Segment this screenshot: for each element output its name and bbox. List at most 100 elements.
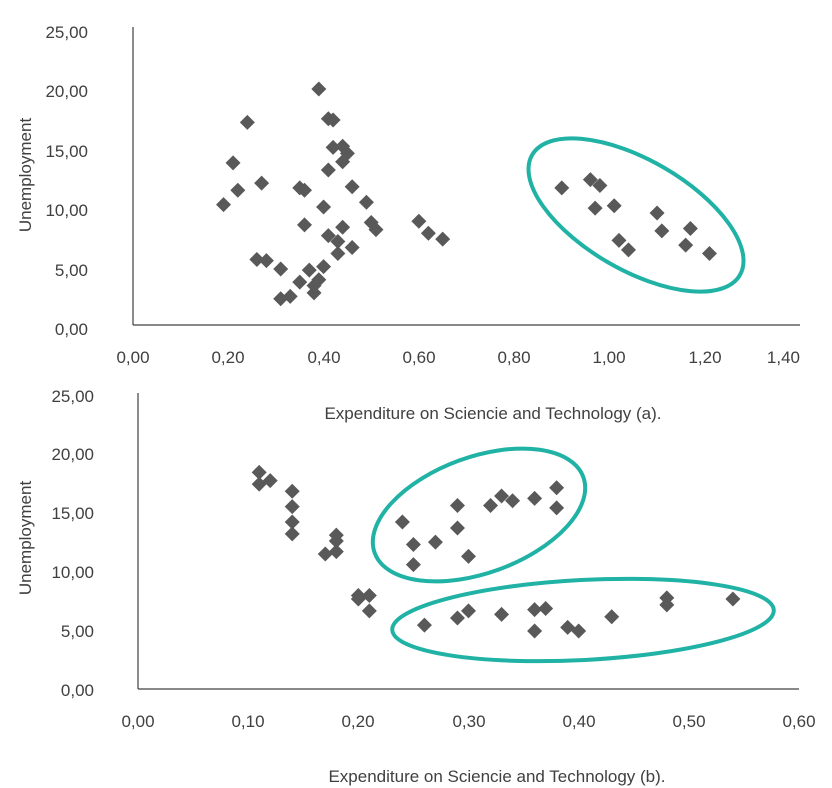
point-b: [251, 464, 267, 480]
point-a: [249, 251, 265, 267]
point-b: [361, 603, 377, 619]
x-tick-b-0: 0,00: [121, 712, 154, 731]
point-a: [368, 222, 384, 238]
point-b: [549, 500, 565, 516]
x-axis-title-b: Expenditure on Sciencie and Technology (…: [328, 767, 665, 786]
point-a: [225, 155, 241, 171]
point-a: [606, 198, 622, 214]
point-a: [339, 145, 355, 161]
y-tick-a-20: 20,00: [45, 82, 88, 101]
point-a: [254, 175, 270, 191]
x-tick-a-140: 1,40: [767, 348, 800, 367]
point-a: [344, 240, 360, 256]
point-a: [620, 242, 636, 258]
point-b: [317, 546, 333, 562]
point-a: [682, 220, 698, 236]
point-a: [292, 274, 308, 290]
point-b: [505, 493, 521, 509]
point-b: [405, 557, 421, 573]
point-a: [325, 139, 341, 155]
point-a: [582, 172, 598, 188]
y-tick-a-0: 0,00: [55, 320, 88, 339]
point-b: [262, 473, 278, 489]
y-tick-b-25: 25,00: [51, 387, 94, 406]
point-a: [330, 245, 346, 261]
point-a: [335, 219, 351, 235]
y-tick-b-20: 20,00: [51, 445, 94, 464]
point-a: [678, 237, 694, 253]
point-b: [284, 526, 300, 542]
point-b: [405, 537, 421, 553]
point-b: [284, 483, 300, 499]
point-b: [449, 497, 465, 513]
x-tick-a-0: 0,00: [116, 348, 149, 367]
point-b: [449, 520, 465, 536]
point-b: [538, 600, 554, 616]
point-a: [325, 112, 341, 128]
x-tick-b-010: 0,10: [231, 712, 264, 731]
point-b: [461, 603, 476, 619]
point-a: [282, 288, 298, 304]
point-b: [461, 548, 476, 564]
point-a: [316, 259, 332, 275]
y-tick-b-5: 5,00: [61, 622, 94, 641]
point-a: [701, 245, 717, 261]
markers-a: [216, 81, 717, 307]
point-a: [320, 228, 336, 244]
point-a: [258, 253, 274, 269]
point-b: [494, 606, 510, 622]
y-tick-b-0: 0,00: [61, 681, 94, 700]
point-a: [435, 231, 451, 247]
x-tick-a-120: 1,20: [688, 348, 721, 367]
y-tick-a-15: 15,00: [45, 142, 88, 161]
point-b: [604, 609, 620, 625]
point-b: [527, 490, 543, 506]
cluster-ellipse-b-upper: [370, 446, 588, 584]
point-a: [311, 81, 327, 97]
point-b: [427, 534, 443, 550]
y-tick-a-10: 10,00: [45, 201, 88, 220]
point-a: [411, 213, 427, 229]
point-a: [297, 217, 313, 233]
point-a: [592, 178, 608, 194]
point-a: [654, 223, 670, 239]
x-tick-a-100: 1,00: [592, 348, 625, 367]
point-b: [284, 514, 300, 530]
point-a: [554, 180, 570, 196]
point-b: [328, 527, 344, 543]
cluster-ellipse-a: [526, 136, 746, 294]
point-a: [239, 114, 255, 130]
point-a: [273, 261, 289, 277]
point-a: [358, 194, 374, 210]
y-tick-b-15: 15,00: [51, 504, 94, 523]
x-tick-b-020: 0,20: [341, 712, 374, 731]
point-b: [725, 591, 741, 607]
x-tick-b-060: 0,60: [782, 712, 815, 731]
point-b: [571, 623, 587, 639]
point-b: [361, 587, 377, 603]
y-tick-a-5: 5,00: [55, 261, 88, 280]
y-axis-title-a: Unemployment: [16, 118, 35, 233]
x-tick-b-030: 0,30: [452, 712, 485, 731]
y-tick-a-25: 25,00: [45, 23, 88, 42]
point-b: [527, 623, 543, 639]
point-a: [320, 162, 336, 178]
x-tick-a-040: 0,40: [307, 348, 340, 367]
point-a: [420, 225, 436, 241]
point-a: [587, 200, 603, 216]
x-tick-b-050: 0,50: [672, 712, 705, 731]
chart-a: 25,00 20,00 15,00 10,00 5,00 0,00 Unempl…: [16, 23, 800, 423]
point-b: [549, 480, 565, 496]
point-a: [301, 262, 317, 278]
point-a: [316, 199, 332, 215]
point-b: [449, 610, 465, 626]
x-tick-b-040: 0,40: [562, 712, 595, 731]
point-a: [216, 197, 232, 213]
x-tick-a-060: 0,60: [402, 348, 435, 367]
markers-b: [251, 464, 741, 639]
x-axis-title-a: Expenditure on Sciencie and Technology (…: [324, 404, 661, 423]
point-a: [649, 205, 665, 221]
point-b: [483, 497, 499, 513]
x-tick-a-020: 0,20: [211, 348, 244, 367]
